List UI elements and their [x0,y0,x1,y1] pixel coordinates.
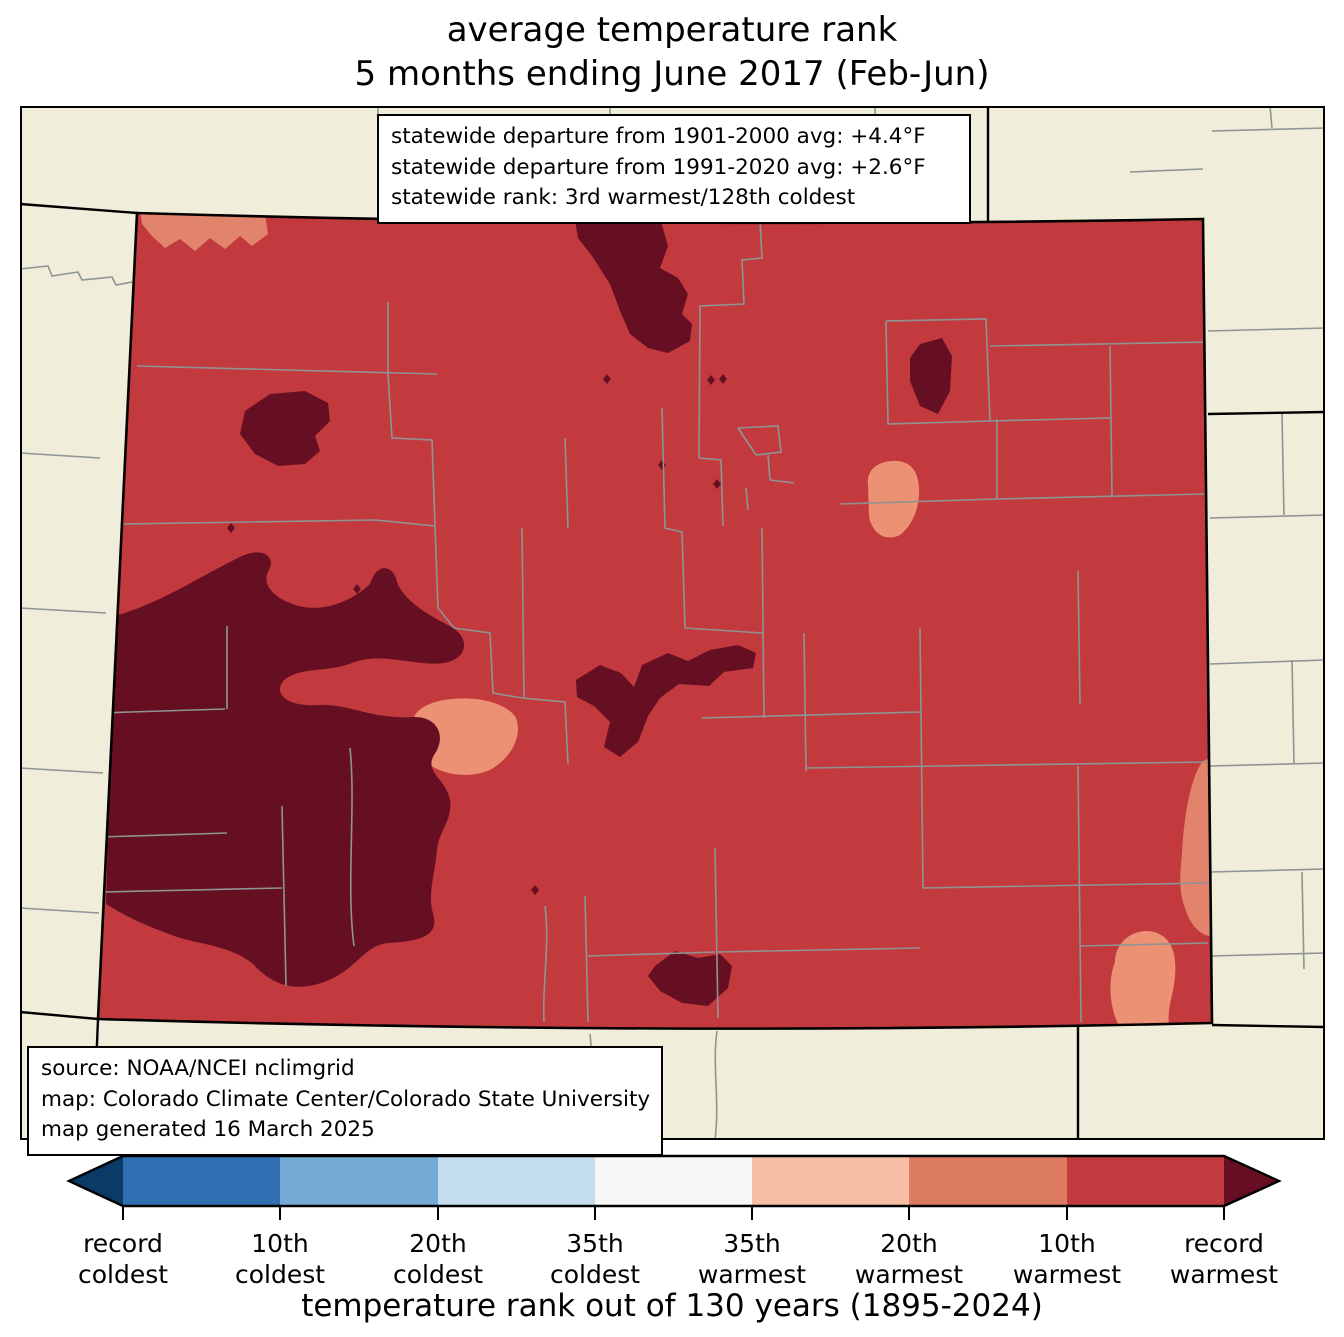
colorbar-seg-5 [752,1156,909,1206]
title-line-1: average temperature rank [446,10,898,50]
colorbar-label-record-warmest: record warmest [1169,1229,1279,1289]
colorbar-label-10th-warmest: 10th warmest [1012,1229,1122,1289]
warm-region-southeast [1110,931,1176,1026]
colorbar-left-arrow [69,1156,123,1206]
rank-colorbar [66,1154,1282,1220]
record-warmest-region-northwest [240,391,330,466]
colorbar-seg-4 [595,1156,752,1206]
warm-region-nw-corner [140,213,268,251]
record-warmest-region-central-arms [576,645,756,757]
colorbar-label-20th-warmest: 20th warmest [854,1229,964,1289]
colorbar-label-10th-coldest: 10th coldest [234,1229,326,1289]
colorbar-label-35th-warmest: 35th warmest [697,1229,807,1289]
warm-region-east-edge [1180,756,1212,937]
record-warmest-region-west-mountains [106,552,465,987]
statewide-stats-box: statewide departure from 1901-2000 avg: … [377,114,971,224]
colorbar-seg-1 [123,1156,281,1206]
colorbar-ticks [122,1206,1225,1220]
colorbar-seg-6 [909,1156,1067,1206]
map-credit-line: map: Colorado Climate Center/Colorado St… [41,1086,651,1112]
stats-line-rank: statewide rank: 3rd warmest/128th coldes… [391,185,856,211]
stats-line-departure-1991-2020: statewide departure from 1991-2020 avg: … [391,154,926,180]
warm-region-central-valley [411,698,518,775]
source-box: source: NOAA/NCEI nclimgrid map: Colorad… [27,1046,663,1156]
generated-date-line: map generated 16 March 2025 [41,1117,375,1143]
record-warmest-region-northeast [910,338,952,414]
colorbar-label-20th-coldest: 20th coldest [392,1229,484,1289]
colorbar-caption: temperature rank out of 130 years (1895-… [301,1288,1043,1324]
title-line-2: 5 months ending June 2017 (Feb-Jun) [354,54,990,95]
map-frame [20,106,1325,1140]
colorbar-label-35th-coldest: 35th coldest [549,1229,641,1289]
colorbar-seg-7 [1067,1156,1224,1206]
colorbar-seg-2 [280,1156,438,1206]
colorbar-seg-3 [438,1156,595,1206]
colorbar-label-record-coldest: record coldest [77,1229,169,1289]
record-warmest-region-south-central [648,951,732,1006]
warm-region-north-central [867,460,920,538]
colorado-rank-map [20,106,1325,1140]
source-line: source: NOAA/NCEI nclimgrid [41,1056,355,1081]
stats-line-departure-1901-2000: statewide departure from 1901-2000 avg: … [391,124,926,149]
colorado-county-lines [99,219,1209,1023]
page-title: average temperature rank 5 months ending… [0,8,1344,96]
record-warmest-region-north-central [575,218,692,353]
colorbar-right-arrow [1224,1156,1279,1206]
